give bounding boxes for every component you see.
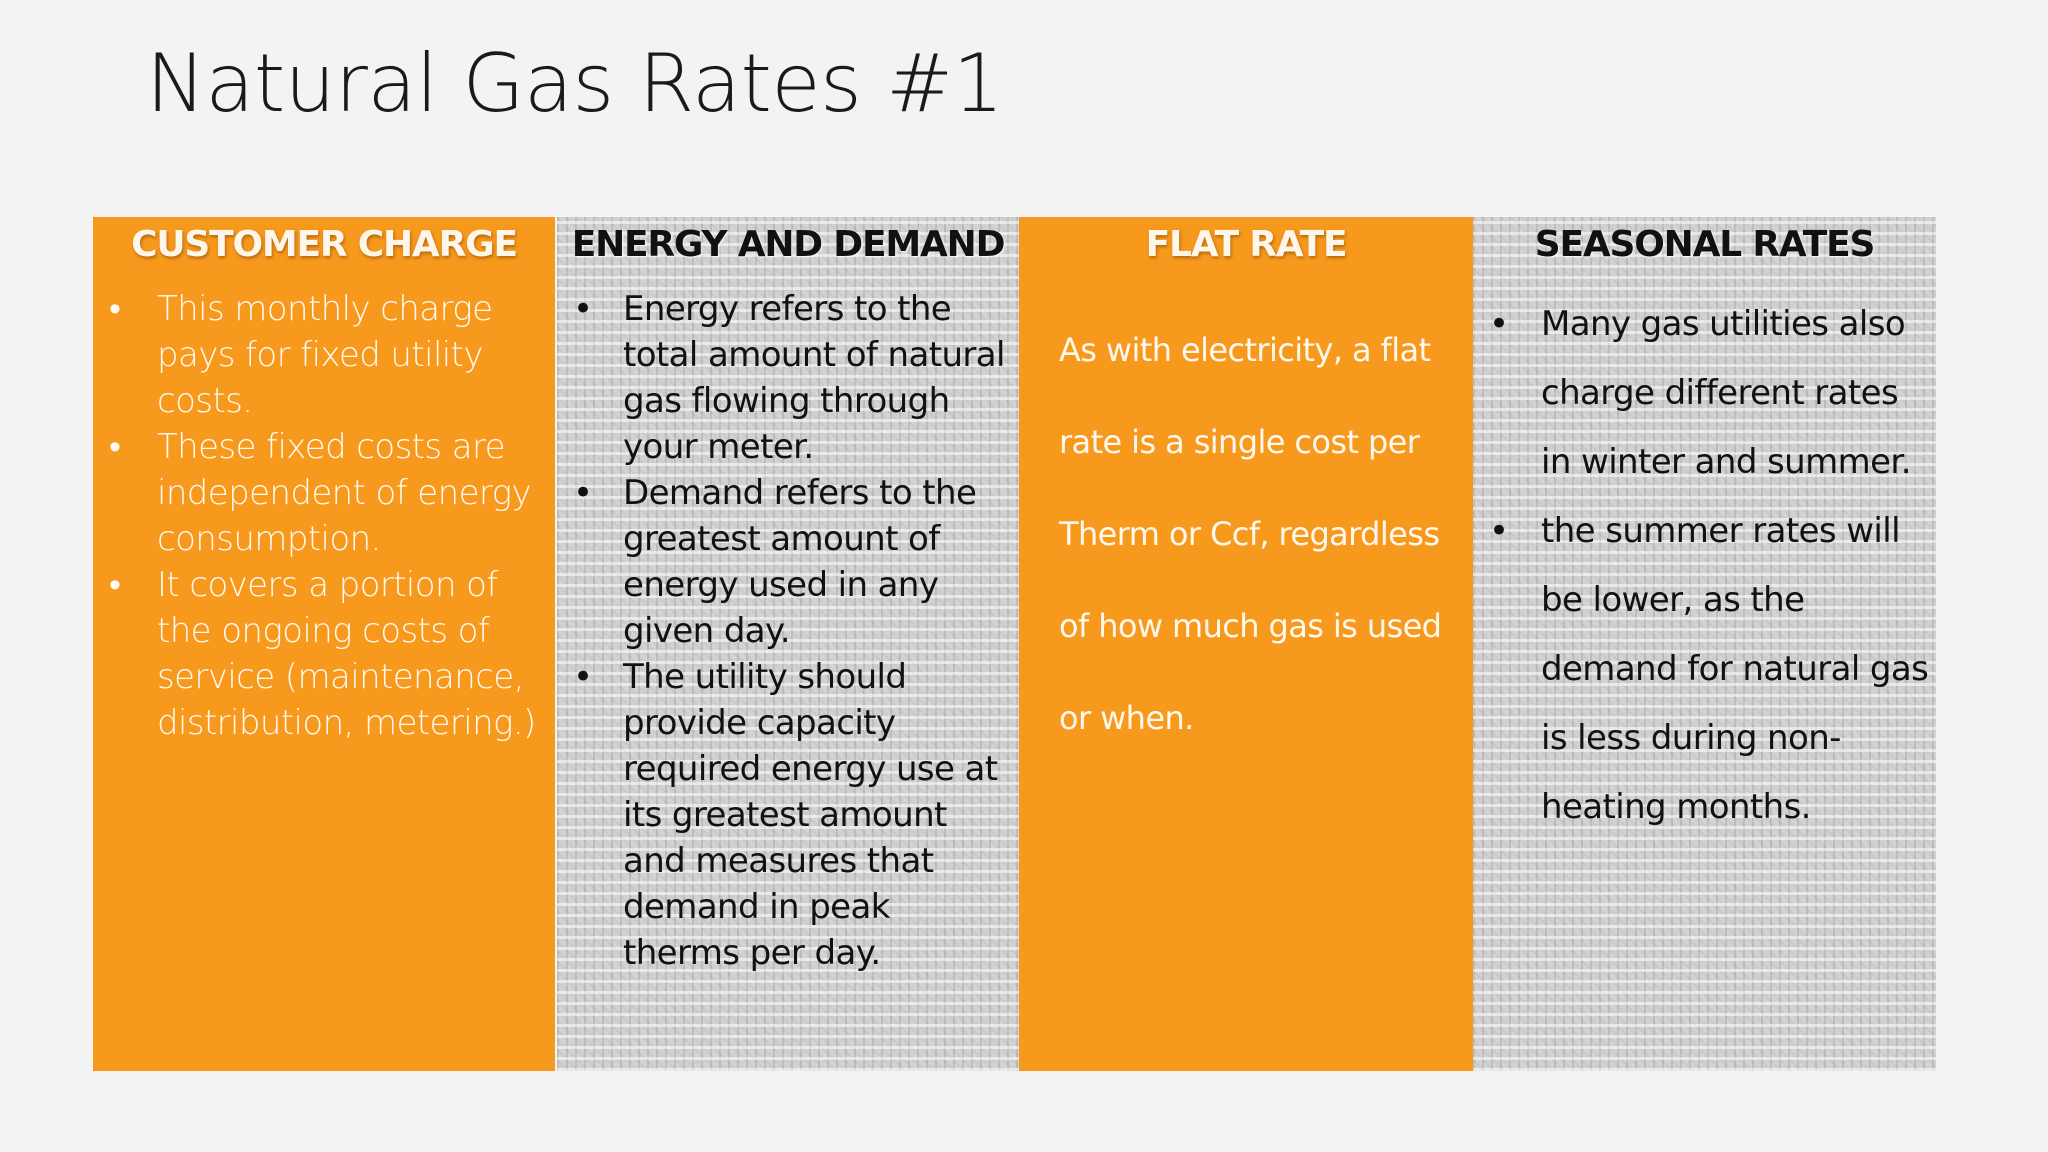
energy-demand-heading: ENERGY AND DEMAND [571, 224, 1006, 265]
list-item: • The utility should provide capacity req… [573, 654, 1013, 976]
bullet-icon: • [1489, 304, 1509, 345]
list-item: • Demand refers to the greatest amount of… [573, 470, 1013, 654]
bullet-icon: • [573, 473, 593, 514]
bullet-icon: • [573, 289, 593, 330]
bullet-text: the summer rates will be lower, as the d… [1541, 511, 1929, 828]
seasonal-rates-heading: SEASONAL RATES [1534, 224, 1876, 265]
flat-rate-text: As with electricity, a flat rate is a si… [1059, 331, 1442, 738]
list-item: • the summer rates will be lower, as the … [1489, 497, 1935, 842]
bullet-text: Demand refers to the greatest amount of … [623, 473, 977, 652]
list-item: • These fixed costs are independent of en… [109, 424, 547, 562]
energy-demand-bullets: • Energy refers to the total amount of na… [573, 286, 1013, 976]
customer-charge-bullets: • This monthly charge pays for fixed util… [109, 286, 547, 746]
bullet-icon: • [573, 657, 593, 698]
bullet-icon: • [109, 427, 121, 468]
bullet-icon: • [1489, 511, 1509, 552]
customer-charge-heading: CUSTOMER CHARGE [131, 224, 518, 265]
energy-demand-column: ENERGY AND DEMAND • Energy refers to the … [557, 217, 1019, 1071]
bullet-text: It covers a portion of the ongoing costs… [157, 565, 536, 744]
list-item: • Many gas utilities also charge differen… [1489, 290, 1935, 497]
list-item: • Energy refers to the total amount of na… [573, 286, 1013, 470]
bullet-text: The utility should provide capacity requ… [623, 657, 998, 974]
bullet-icon: • [109, 289, 121, 330]
bullet-text: Many gas utilities also charge different… [1541, 304, 1912, 483]
seasonal-rates-bullets: • Many gas utilities also charge differen… [1489, 290, 1935, 842]
bullet-text: Energy refers to the total amount of nat… [623, 289, 1005, 468]
bullet-text: These fixed costs are independent of ene… [157, 427, 532, 560]
rate-columns: CUSTOMER CHARGE • This monthly charge pay… [93, 217, 1936, 1071]
bullet-text: This monthly charge pays for fixed utili… [157, 289, 493, 422]
bullet-icon: • [109, 565, 121, 606]
flat-rate-column: FLAT RATE As with electricity, a flat ra… [1019, 217, 1473, 1071]
seasonal-rates-column: SEASONAL RATES • Many gas utilities also … [1473, 217, 1936, 1071]
customer-charge-column: CUSTOMER CHARGE • This monthly charge pay… [93, 217, 555, 1071]
slide-title: Natural Gas Rates #1 [146, 37, 1004, 130]
list-item: • It covers a portion of the ongoing cost… [109, 562, 547, 746]
list-item: • This monthly charge pays for fixed util… [109, 286, 547, 424]
flat-rate-heading: FLAT RATE [1145, 224, 1348, 265]
